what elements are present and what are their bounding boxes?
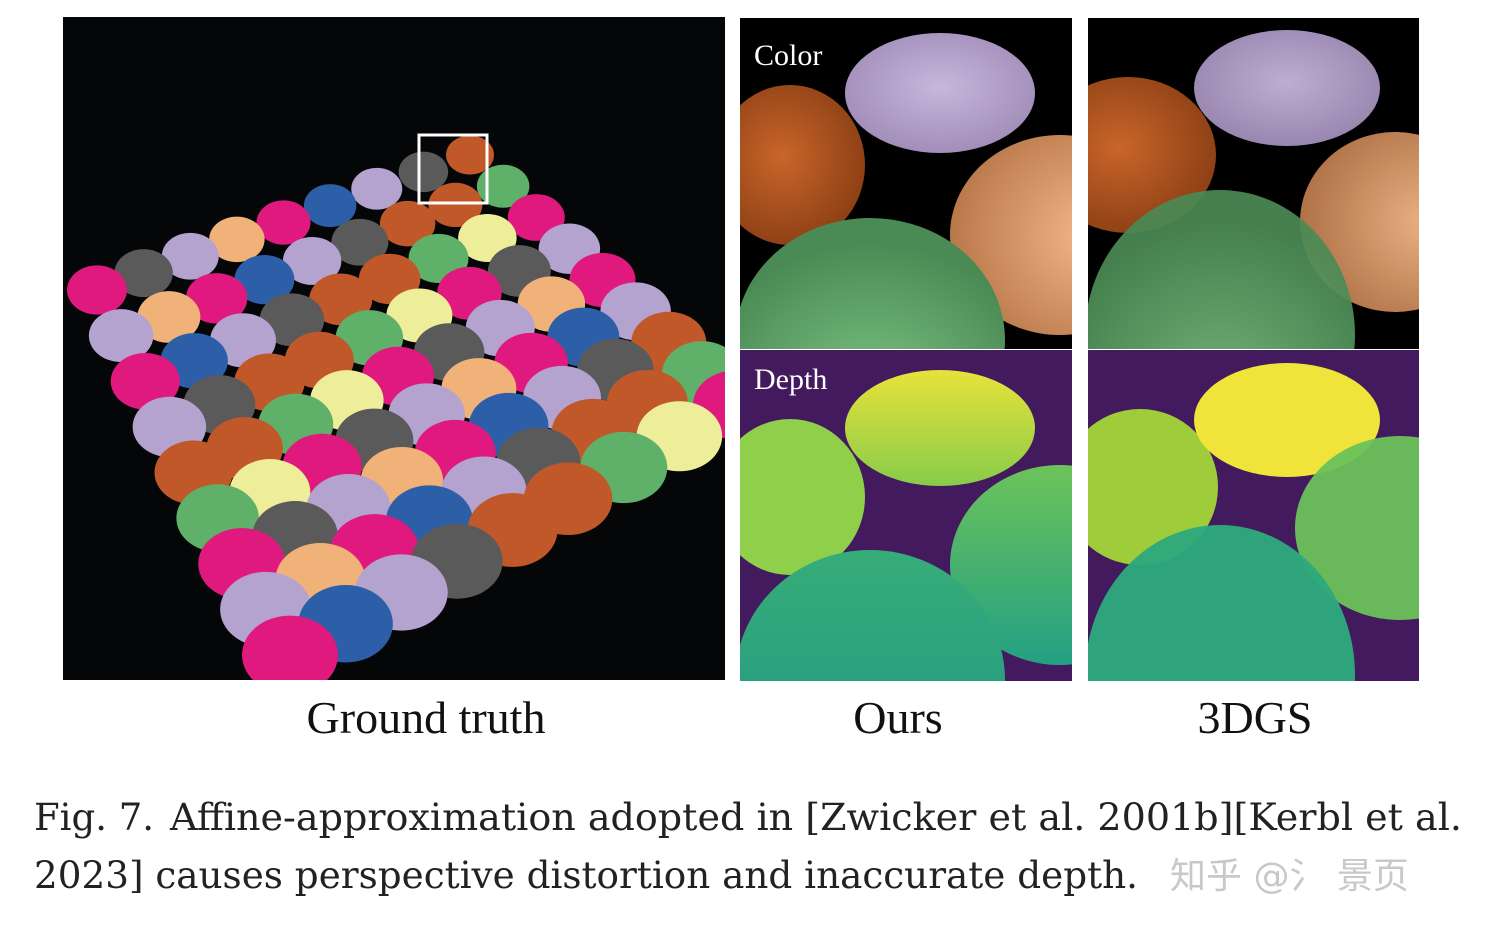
- watermark: 知乎 @氵 景页: [1170, 856, 1409, 897]
- ours-color-spheres: [740, 33, 1072, 349]
- ours-label: Ours: [853, 692, 942, 743]
- sphere: [67, 265, 127, 315]
- sphere: [88, 309, 154, 363]
- caption-line: Affine-approximation adopted in [Zwicker…: [169, 796, 1462, 839]
- sphere: [351, 167, 403, 210]
- sphere: [331, 218, 389, 266]
- baseline-color-spheres: [1088, 30, 1419, 349]
- color-label: Color: [754, 39, 822, 72]
- sphere: [379, 200, 436, 247]
- sphere: [303, 184, 357, 228]
- sphere: [256, 200, 311, 245]
- zoom-box: [417, 133, 489, 205]
- sphere: [428, 182, 483, 228]
- sphere: [114, 249, 173, 298]
- sphere: [137, 291, 201, 343]
- ground-truth-label: Ground truth: [307, 692, 546, 743]
- sphere: [446, 135, 494, 175]
- sphere: [282, 236, 342, 285]
- baseline-depth-spheres: [1088, 363, 1419, 681]
- caption-label: Fig. 7.: [34, 796, 154, 839]
- sphere: [161, 232, 219, 280]
- sphere: [398, 151, 449, 193]
- sphere: [185, 273, 248, 324]
- sphere: [209, 216, 265, 263]
- sphere: [476, 164, 530, 208]
- sphere: [242, 615, 338, 680]
- ours-depth-spheres: [740, 370, 1072, 681]
- sphere-grid: [67, 135, 725, 680]
- sphere: [259, 293, 325, 347]
- caption-line: 2023] causes perspective distortion and …: [34, 854, 1138, 897]
- depth-label: Depth: [754, 363, 827, 396]
- sphere: [234, 255, 295, 305]
- baseline-label: 3DGS: [1197, 692, 1312, 743]
- sphere: [110, 352, 180, 410]
